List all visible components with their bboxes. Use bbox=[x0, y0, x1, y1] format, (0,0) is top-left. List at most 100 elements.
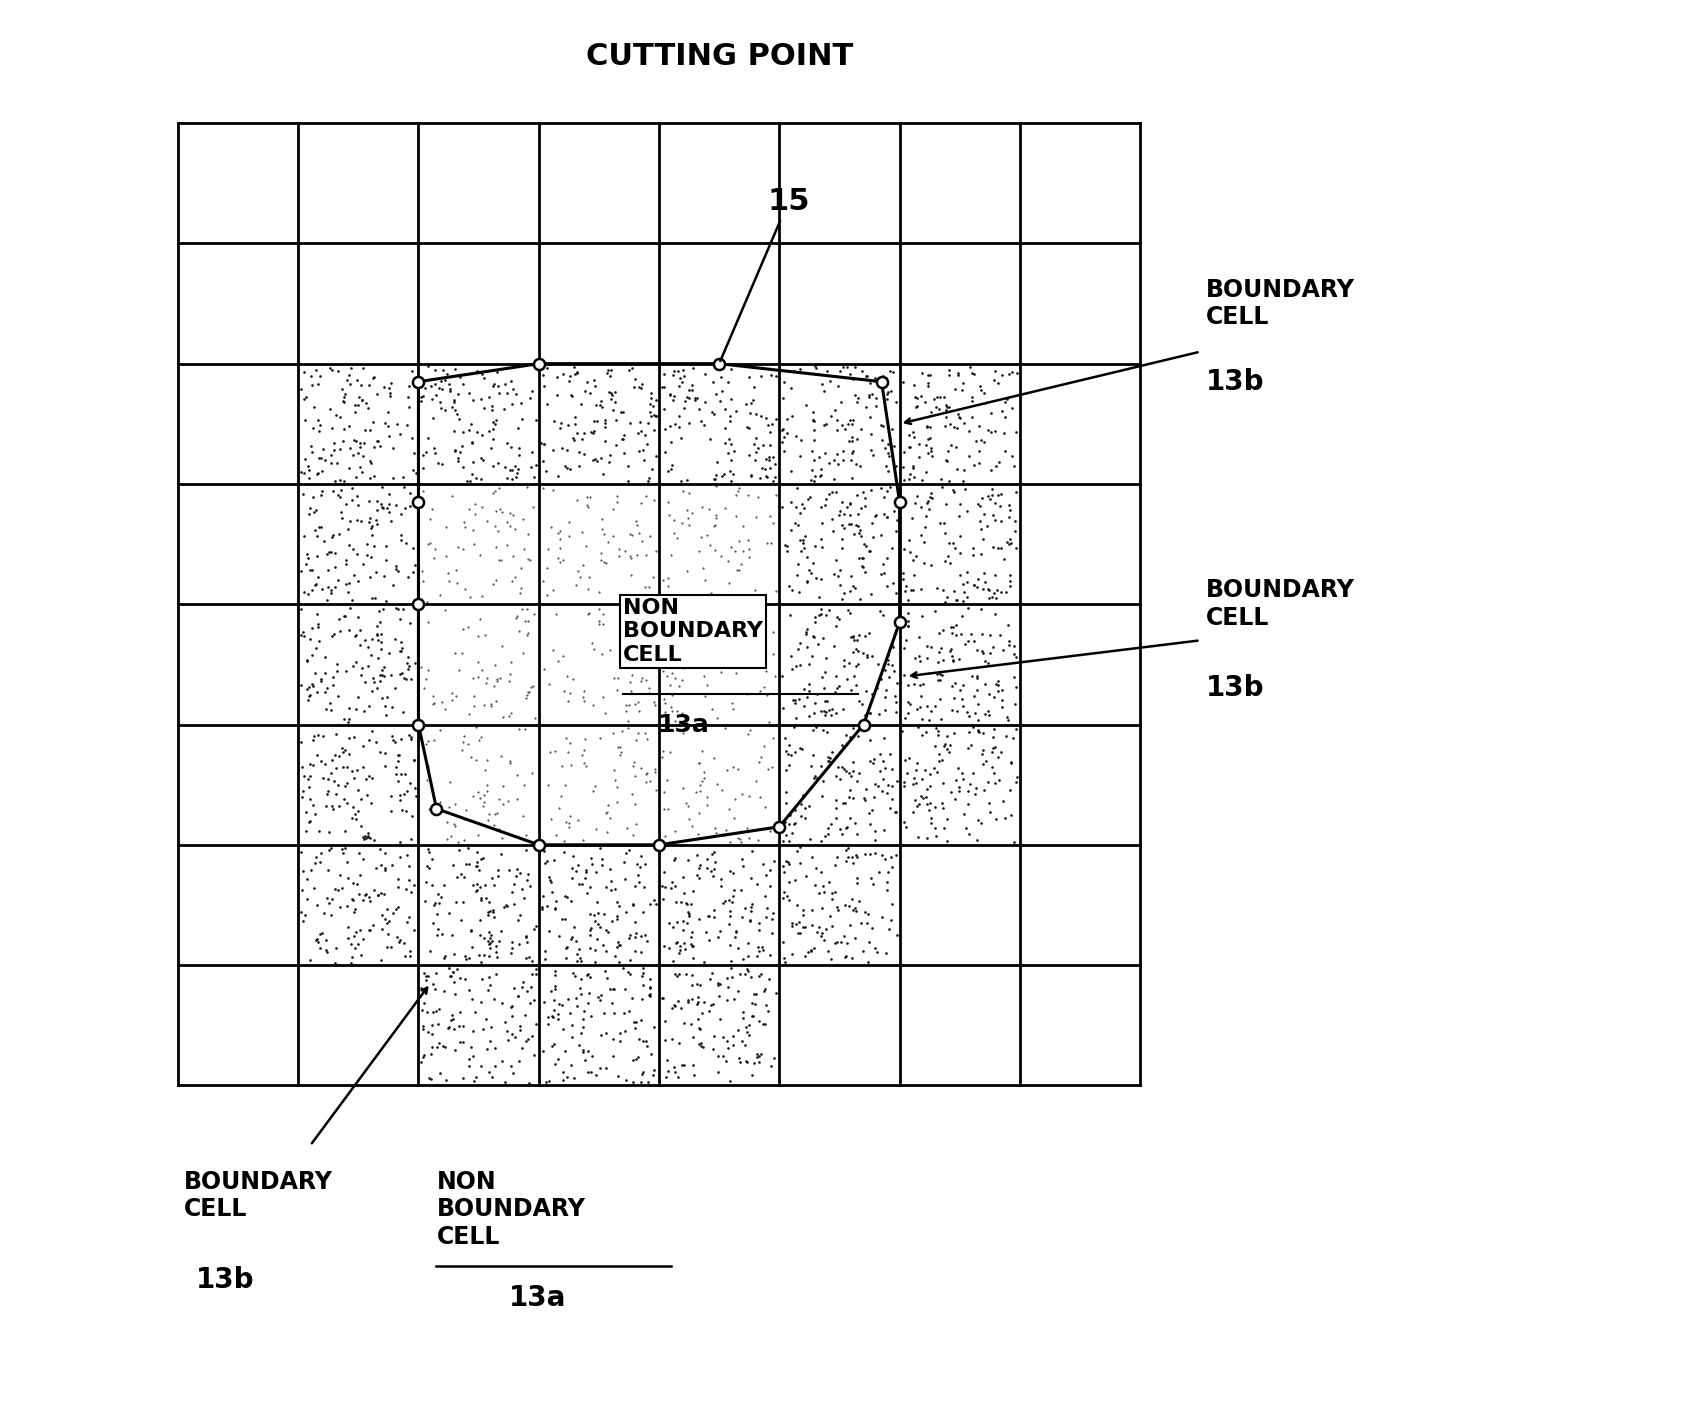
Point bbox=[640, 419, 668, 442]
Point bbox=[593, 801, 620, 824]
Point bbox=[691, 569, 719, 591]
Point bbox=[870, 415, 897, 437]
Point bbox=[666, 963, 693, 986]
Point bbox=[608, 740, 635, 762]
Point bbox=[438, 683, 465, 705]
Point bbox=[785, 911, 812, 933]
Point bbox=[749, 653, 777, 675]
Point bbox=[829, 737, 857, 760]
Point bbox=[661, 1056, 688, 1079]
Point bbox=[967, 517, 995, 540]
Point bbox=[880, 801, 908, 824]
Point bbox=[782, 512, 809, 534]
Point bbox=[353, 768, 380, 791]
Point bbox=[477, 1030, 504, 1053]
Point bbox=[708, 380, 736, 403]
Point bbox=[429, 453, 456, 476]
Point bbox=[960, 453, 988, 476]
Point bbox=[996, 527, 1024, 550]
Point bbox=[833, 849, 860, 872]
Point bbox=[823, 797, 850, 819]
Point bbox=[387, 663, 414, 685]
Point bbox=[482, 1037, 509, 1060]
Point bbox=[364, 430, 392, 453]
Point bbox=[666, 375, 693, 398]
Point bbox=[787, 358, 814, 380]
Point bbox=[967, 429, 995, 452]
Point bbox=[504, 858, 531, 881]
Point bbox=[800, 626, 828, 648]
Point bbox=[882, 611, 909, 634]
Point bbox=[799, 409, 826, 432]
Point bbox=[916, 774, 943, 797]
Point bbox=[911, 514, 938, 537]
Point bbox=[979, 755, 1006, 778]
Point bbox=[954, 794, 981, 817]
Point bbox=[618, 611, 645, 634]
Point bbox=[775, 851, 802, 874]
Point bbox=[869, 905, 896, 928]
Point bbox=[535, 774, 562, 797]
Point bbox=[521, 963, 548, 986]
Point bbox=[853, 644, 880, 667]
Point bbox=[397, 881, 424, 903]
Point bbox=[385, 750, 412, 772]
Point bbox=[823, 614, 850, 637]
Point bbox=[996, 778, 1024, 801]
Point bbox=[688, 770, 715, 792]
Point bbox=[603, 678, 630, 701]
Point bbox=[787, 654, 814, 677]
Point bbox=[395, 396, 422, 419]
Point bbox=[940, 687, 967, 710]
Point bbox=[298, 373, 325, 396]
Point bbox=[685, 973, 712, 996]
Point bbox=[852, 901, 879, 923]
Point bbox=[307, 841, 334, 864]
Point bbox=[301, 573, 329, 596]
Point bbox=[656, 383, 683, 406]
Point bbox=[720, 862, 748, 885]
Point bbox=[867, 563, 894, 586]
Point bbox=[417, 1015, 444, 1037]
Point bbox=[659, 1027, 686, 1050]
Point bbox=[838, 845, 865, 868]
Point bbox=[571, 443, 598, 466]
Point bbox=[439, 960, 467, 983]
Point bbox=[479, 1064, 506, 1087]
Point bbox=[708, 892, 736, 915]
Point bbox=[303, 680, 330, 703]
Point bbox=[770, 829, 797, 852]
Point bbox=[671, 932, 698, 955]
Point bbox=[974, 419, 1001, 442]
Point bbox=[291, 447, 318, 470]
Point bbox=[296, 559, 324, 581]
Point bbox=[550, 1069, 577, 1092]
Point bbox=[833, 839, 860, 862]
Point bbox=[620, 892, 647, 915]
Point bbox=[771, 811, 799, 834]
Point bbox=[422, 978, 450, 1000]
Point bbox=[579, 422, 606, 445]
Point bbox=[460, 1045, 487, 1067]
Point bbox=[312, 939, 339, 962]
Point bbox=[511, 610, 538, 633]
Point bbox=[996, 563, 1024, 586]
Point bbox=[737, 465, 765, 487]
Point bbox=[490, 373, 518, 396]
Point bbox=[889, 561, 916, 584]
Point bbox=[458, 412, 485, 435]
Point bbox=[577, 923, 605, 946]
Point bbox=[787, 502, 814, 524]
Point bbox=[775, 574, 802, 597]
Point bbox=[729, 854, 756, 876]
Point bbox=[756, 711, 783, 734]
Point bbox=[458, 988, 485, 1010]
Point bbox=[536, 807, 564, 829]
Point bbox=[737, 1063, 765, 1086]
Point bbox=[949, 604, 976, 627]
Point bbox=[782, 741, 809, 764]
Point bbox=[571, 1039, 598, 1062]
Point bbox=[940, 580, 967, 603]
Point bbox=[957, 356, 984, 379]
Point bbox=[819, 520, 846, 543]
